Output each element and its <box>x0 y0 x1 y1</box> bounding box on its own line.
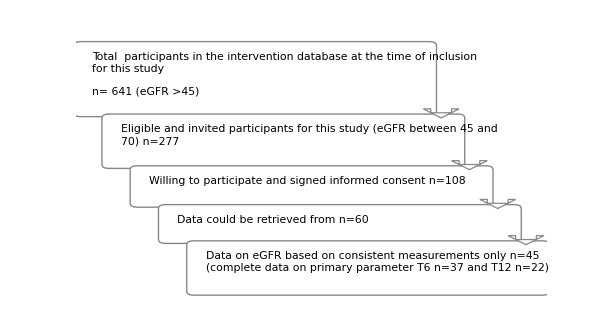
Polygon shape <box>452 161 488 170</box>
Text: Eligible and invited participants for this study (eGFR between 45 and
70) n=277: Eligible and invited participants for th… <box>121 124 497 146</box>
Polygon shape <box>423 109 459 118</box>
FancyBboxPatch shape <box>102 114 465 168</box>
Text: Willing to participate and signed informed consent n=108: Willing to participate and signed inform… <box>149 176 466 186</box>
FancyBboxPatch shape <box>159 205 521 243</box>
Polygon shape <box>508 236 544 245</box>
FancyBboxPatch shape <box>74 42 437 117</box>
Text: Data could be retrieved from n=60: Data could be retrieved from n=60 <box>178 215 369 225</box>
Text: Data on eGFR based on consistent measurements only n=45
(complete data on primar: Data on eGFR based on consistent measure… <box>206 251 548 273</box>
Polygon shape <box>480 200 516 208</box>
FancyBboxPatch shape <box>130 166 493 207</box>
Text: Total  participants in the intervention database at the time of inclusion
for th: Total participants in the intervention d… <box>92 52 477 97</box>
FancyBboxPatch shape <box>187 241 550 295</box>
